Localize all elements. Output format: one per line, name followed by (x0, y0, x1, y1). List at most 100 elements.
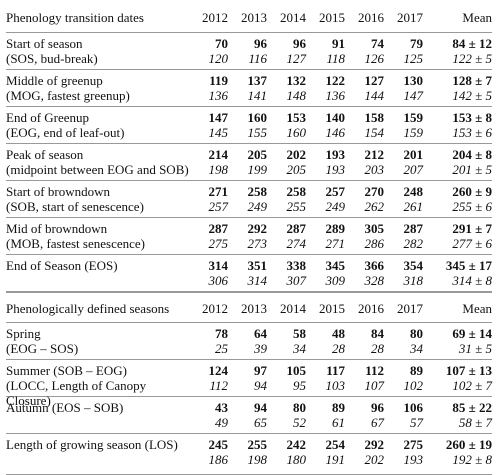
value: 105 (286, 363, 307, 378)
label-line: End of Greenup (6, 110, 90, 125)
data-row: Middle of greenup (MOG, fastest greenup) 1… (6, 70, 492, 107)
value-cell: 158 154 (345, 110, 385, 143)
value-alt: 307 (286, 273, 307, 288)
value-cell: 85 ± 22 58 ± 7 (423, 400, 492, 433)
value: 89 (410, 363, 423, 378)
value-cell: 257 249 (306, 184, 346, 217)
value-alt: 57 (410, 415, 423, 430)
value-cell: 58 34 (267, 326, 306, 359)
row-label: Length of growing season (LOS) (6, 437, 189, 474)
value-alt: 103 (325, 378, 346, 393)
label-line: (EOG, end of leaf-out) (6, 125, 125, 140)
value: 128 ± 7 (452, 73, 492, 88)
value-alt: 148 (286, 88, 307, 103)
header-cell: 2012 (202, 10, 228, 25)
row-label: Mid of browndown (MOB, fastest senescence… (6, 221, 189, 254)
value: 153 (286, 110, 307, 125)
value: 338 (286, 258, 307, 273)
value-cell: 291 ± 7 277 ± 6 (423, 221, 492, 254)
label-line: End of Season (EOS) (6, 258, 118, 273)
value: 89 (332, 400, 345, 415)
value-cell: 287 275 (189, 221, 229, 254)
value-alt: 102 (403, 378, 424, 393)
value: 254 (325, 437, 346, 452)
value: 127 (364, 73, 385, 88)
value: 85 ± 22 (452, 400, 492, 415)
label-line: Autumn (EOS – SOB) (6, 400, 124, 415)
value-alt: 120 (208, 51, 229, 66)
label-line: Mid of browndown (6, 221, 108, 236)
value-alt: 249 (325, 199, 346, 214)
value-cell: 287 274 (267, 221, 307, 254)
value: 160 (247, 110, 268, 125)
header-cell: Mean (462, 301, 492, 316)
data-row: Mid of browndown (MOB, fastest senescence… (6, 218, 492, 255)
data-row: End of Season (EOS) 314 306 351 314 338 307 345… (6, 255, 492, 292)
value: 205 (247, 147, 268, 162)
value-alt: 159 (403, 125, 424, 140)
data-row: Peak of season (midpoint between EOG and … (6, 144, 492, 181)
value-alt: 309 (325, 273, 346, 288)
value-alt: 153 ± 6 (452, 125, 492, 140)
value: 70 (215, 36, 228, 51)
value: 97 (254, 363, 267, 378)
label-line: (midpoint between EOG and SOB) (6, 162, 189, 177)
value-cell: 205 199 (228, 147, 268, 180)
data-row: Length of growing season (LOS) 245 186 255 1… (6, 434, 492, 475)
value: 122 (325, 73, 346, 88)
data-row: End of Greenup (EOG, end of leaf-out) 147 1… (6, 107, 492, 144)
value-alt: 202 (364, 452, 385, 467)
value-cell: 105 95 (267, 363, 307, 408)
value: 91 (332, 36, 345, 51)
value: 287 (403, 221, 424, 236)
header-cell: Phenology transition dates (6, 10, 144, 25)
value: 84 ± 12 (452, 36, 492, 51)
header-cell: 2016 (358, 10, 384, 25)
value-cell: 84 ± 12 122 ± 5 (423, 36, 492, 69)
value: 117 (326, 363, 345, 378)
value: 193 (325, 147, 346, 162)
value-cell: 314 306 (189, 258, 229, 291)
value: 140 (325, 110, 346, 125)
value-alt: 160 (286, 125, 307, 140)
value-cell: 80 52 (267, 400, 306, 433)
value: 248 (403, 184, 424, 199)
value-cell: 147 145 (189, 110, 229, 143)
value-alt: 314 (247, 273, 268, 288)
value-cell: 254 191 (306, 437, 346, 474)
value-cell: 160 155 (228, 110, 268, 143)
value: 78 (215, 326, 228, 341)
value-cell: 351 314 (228, 258, 268, 291)
value-cell: 201 207 (384, 147, 424, 180)
data-row: Summer (SOB – EOG) (LOCC, Length of Canop… (6, 360, 492, 408)
header-cell: 2017 (397, 301, 423, 316)
value-cell: 153 160 (267, 110, 307, 143)
header-cell: Phenologically defined seasons (6, 301, 170, 316)
header-cell: 2014 (280, 301, 306, 316)
header-cell: 2013 (241, 301, 267, 316)
value: 270 (364, 184, 385, 199)
value-alt: 49 (215, 415, 228, 430)
row-label: Start of browndown (SOB, start of senesce… (6, 184, 189, 217)
data-row: Spring (EOG – SOS) 78 25 64 39 58 34 48 28 84 28 80 3… (6, 323, 492, 360)
value-cell: 127 144 (345, 73, 385, 106)
value: 153 ± 8 (452, 110, 492, 125)
value: 79 (410, 36, 423, 51)
value-cell: 354 318 (384, 258, 424, 291)
value: 275 (403, 437, 424, 452)
value-cell: 130 147 (384, 73, 424, 106)
value-cell: 260 ± 9 255 ± 6 (423, 184, 492, 217)
value: 314 (208, 258, 229, 273)
value: 158 (364, 110, 385, 125)
value-alt: 306 (208, 273, 229, 288)
header-cell: 2014 (280, 10, 306, 25)
value-cell: 338 307 (267, 258, 307, 291)
value-alt: 273 (247, 236, 268, 251)
value-alt: 122 ± 5 (452, 51, 492, 66)
value: 291 ± 7 (452, 221, 492, 236)
row-label: Middle of greenup (MOG, fastest greenup) (6, 73, 189, 106)
value-alt: 102 ± 7 (452, 378, 492, 393)
value-alt: 154 (364, 125, 385, 140)
value-alt: 31 ± 5 (458, 341, 492, 356)
